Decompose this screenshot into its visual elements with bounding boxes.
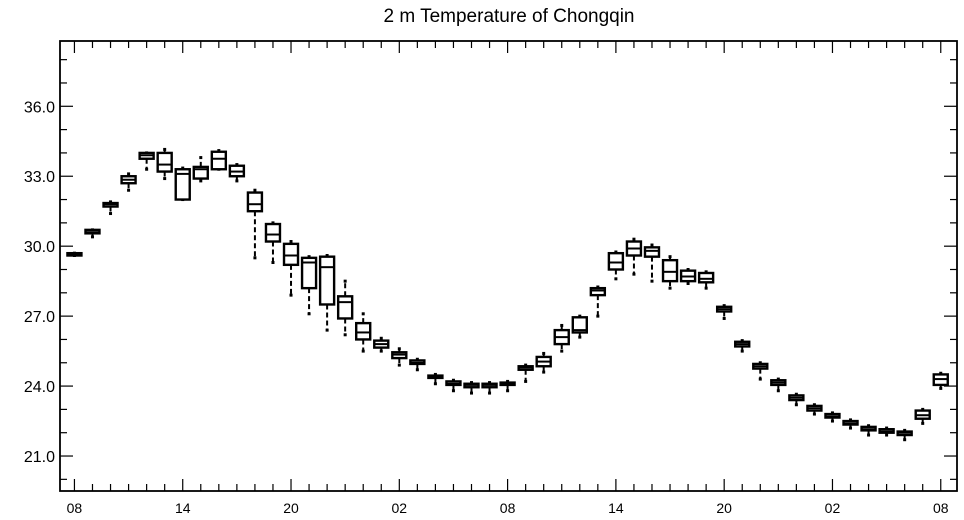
y-tick-label: 24.0 — [24, 379, 55, 396]
box-body — [210, 150, 228, 171]
y-tick-label: 30.0 — [24, 239, 55, 256]
y-tick-label: 36.0 — [24, 99, 55, 116]
box-body — [661, 258, 679, 283]
x-tick-label: 08 — [933, 500, 949, 516]
box-body — [192, 165, 209, 180]
box-body — [318, 255, 336, 306]
x-tick-label: 02 — [392, 500, 408, 516]
box-body — [571, 316, 588, 334]
x-tick-label: 20 — [283, 500, 299, 516]
y-tick-label: 33.0 — [24, 169, 55, 186]
chart-title: 2 m Temperature of Chongqin — [383, 6, 634, 27]
x-tick-label: 14 — [608, 500, 624, 516]
x-tick-label: 14 — [175, 500, 191, 516]
box-body — [336, 295, 354, 320]
box-body — [264, 222, 282, 243]
box-body — [156, 151, 173, 173]
box-body — [174, 168, 191, 201]
box-body — [355, 321, 372, 341]
x-tick-label: 20 — [716, 500, 732, 516]
plot-frame — [59, 40, 958, 492]
box-body — [643, 246, 661, 258]
box-body — [300, 256, 318, 290]
box-body — [697, 271, 715, 284]
x-tick-label: 08 — [500, 500, 516, 516]
box-body — [282, 242, 300, 267]
plot-area: 21.0 24.0 27.0 30.0 33.0 36.0 08 14 20 02 08 14 20 02… — [24, 40, 958, 516]
box-body — [607, 251, 625, 271]
box-body — [589, 286, 607, 297]
y-tick-label: 27.0 — [24, 309, 55, 326]
y-tick-label: 21.0 — [24, 449, 55, 466]
box-body — [246, 191, 264, 213]
x-tick-label: 08 — [67, 500, 83, 516]
x-tick-label: 02 — [825, 500, 841, 516]
